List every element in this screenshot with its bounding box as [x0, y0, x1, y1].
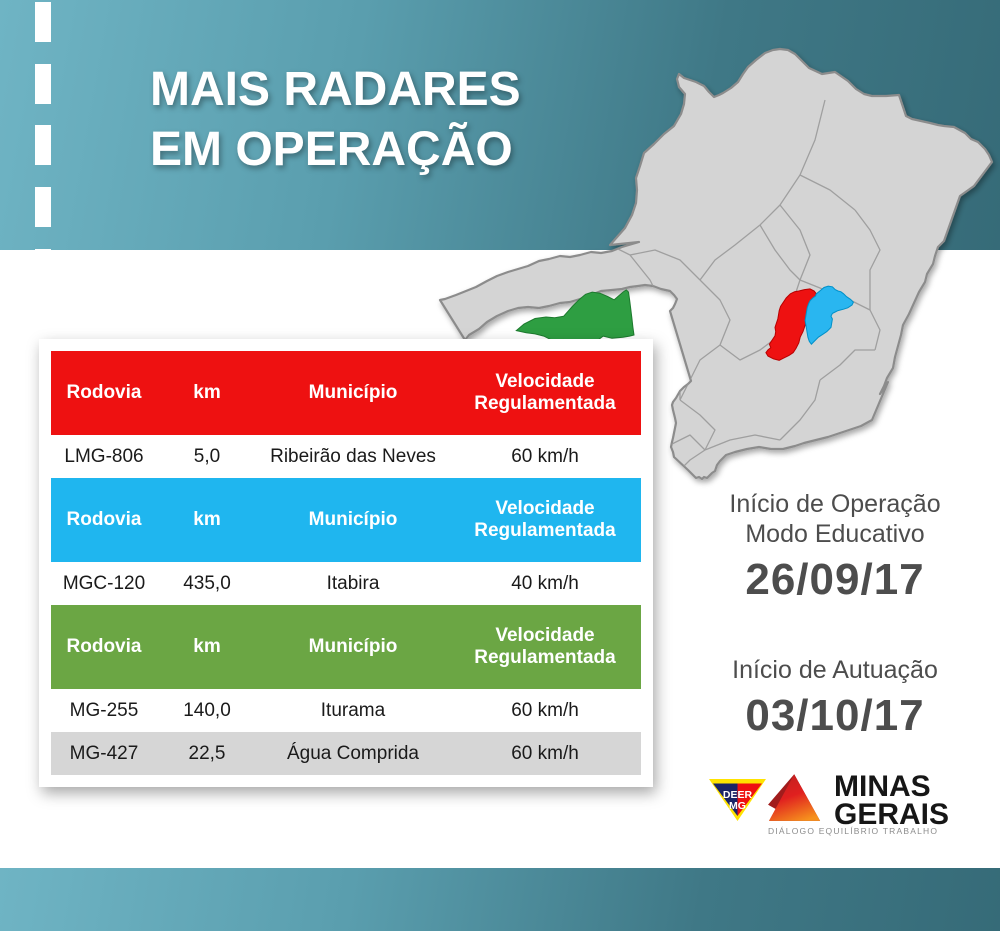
svg-text:MG: MG — [729, 800, 746, 812]
svg-text:DIÁLOGO EQUILÍBRIO TRABALHO: DIÁLOGO EQUILÍBRIO TRABALHO — [768, 826, 938, 836]
